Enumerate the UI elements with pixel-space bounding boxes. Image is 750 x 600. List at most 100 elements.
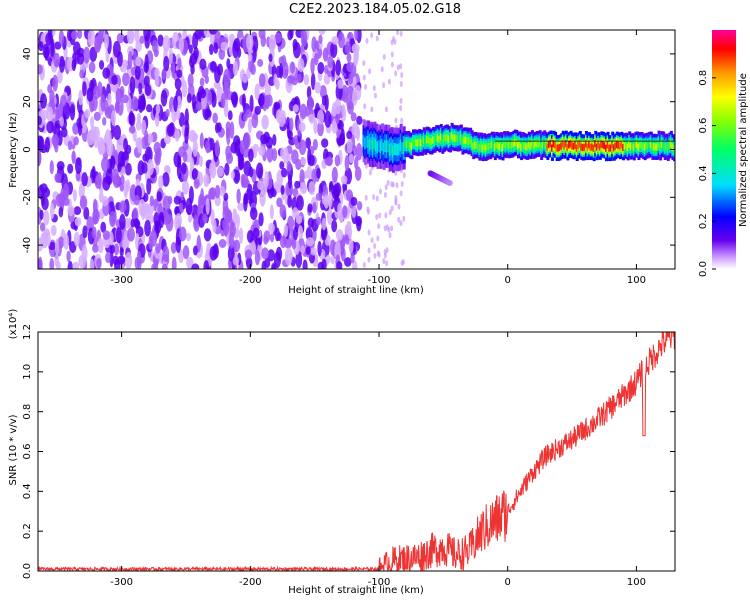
heatmap-cell xyxy=(375,195,379,202)
heatmap-cell xyxy=(279,235,287,249)
heatmap-cell xyxy=(501,143,505,152)
heatmap-cell xyxy=(415,139,419,147)
heatmap-cell xyxy=(331,107,337,118)
heatmap-cell xyxy=(214,140,220,157)
heatmap-cell xyxy=(496,141,500,149)
heatmap-cell xyxy=(659,143,663,152)
heatmap-cell xyxy=(214,184,221,199)
heatmap-cell xyxy=(384,140,388,153)
heatmap-cell xyxy=(254,83,260,100)
heatmap-cell xyxy=(344,41,352,54)
heatmap-cell xyxy=(101,156,110,172)
heatmap-cell xyxy=(162,35,171,53)
snr-y-tick-label: 1.0 xyxy=(22,364,33,380)
heatmap-cell xyxy=(52,74,59,92)
heatmap-cell xyxy=(447,135,451,143)
heatmap-cell xyxy=(73,136,79,146)
heatmap-cell xyxy=(77,30,83,39)
heatmap-cell xyxy=(367,256,371,263)
heatmap-cell xyxy=(331,219,338,233)
heatmap-cell xyxy=(351,122,359,139)
heatmap-cell xyxy=(540,143,544,151)
heatmap-cell xyxy=(307,203,313,213)
heatmap-cell xyxy=(376,235,380,242)
heatmap-cell xyxy=(50,202,55,220)
heatmap-cell xyxy=(224,162,230,176)
heatmap-cell xyxy=(348,238,354,254)
snr-series-line xyxy=(38,332,675,571)
heatmap-cell xyxy=(296,73,302,84)
heatmap-cell xyxy=(445,133,449,141)
heatmap-cell xyxy=(173,151,181,168)
heatmap-cell xyxy=(583,143,587,151)
heatmap-cell xyxy=(129,76,136,94)
heatmap-cell xyxy=(264,170,269,188)
heatmap-cell xyxy=(615,140,619,149)
heatmap-cell xyxy=(241,74,249,83)
heatmap-cell xyxy=(350,252,355,264)
heatmap-cell xyxy=(193,178,200,189)
heatmap-cell xyxy=(196,234,202,253)
heatmap-cell xyxy=(247,118,252,133)
heatmap-cell xyxy=(163,55,170,72)
spectrogram-x-tick-label: 0 xyxy=(505,275,511,286)
heatmap-cell xyxy=(385,260,389,267)
heatmap-cell xyxy=(408,141,412,149)
heatmap-cell xyxy=(287,129,293,141)
heatmap-cell xyxy=(331,166,338,183)
heatmap-cell xyxy=(310,72,316,91)
heatmap-cell xyxy=(84,108,91,119)
heatmap-cell xyxy=(335,229,344,241)
heatmap-cell xyxy=(168,48,173,65)
heatmap-cell xyxy=(216,122,222,133)
heatmap-cell xyxy=(79,195,88,210)
heatmap-cell xyxy=(287,174,293,189)
heatmap-cell xyxy=(470,139,474,147)
heatmap-cell xyxy=(655,143,659,151)
heatmap-cell xyxy=(625,141,629,150)
heatmap-cell xyxy=(252,143,259,153)
heatmap-cell xyxy=(390,51,394,58)
heatmap-cell xyxy=(114,101,120,114)
heatmap-cell xyxy=(111,168,120,186)
heatmap-cell xyxy=(243,132,251,149)
heatmap-cell xyxy=(391,145,395,158)
spectrogram-x-tick-label: 100 xyxy=(627,275,646,286)
heatmap-cell xyxy=(292,187,299,198)
heatmap-cell xyxy=(199,77,205,87)
heatmap-cell xyxy=(479,141,483,150)
heatmap-cell xyxy=(104,33,109,50)
snr-x-tick-label: -100 xyxy=(368,577,391,588)
heatmap-cell xyxy=(162,245,170,263)
heatmap-cell xyxy=(384,106,388,113)
heatmap-cell xyxy=(61,127,68,138)
heatmap-cell xyxy=(199,58,207,70)
heatmap-cell xyxy=(182,151,188,163)
heatmap-cell xyxy=(274,227,280,242)
heatmap-cell xyxy=(334,241,342,260)
heatmap-cell xyxy=(336,261,343,269)
heatmap-cell xyxy=(449,135,453,144)
heatmap-cell xyxy=(323,194,330,209)
heatmap-cell xyxy=(104,107,113,119)
heatmap-cell xyxy=(373,92,377,99)
heatmap-cell xyxy=(327,55,334,69)
heatmap-cell xyxy=(393,143,397,155)
heatmap-cell xyxy=(367,247,371,254)
heatmap-cell xyxy=(521,141,525,149)
heatmap-cell xyxy=(248,166,254,178)
heatmap-cell xyxy=(307,154,315,167)
heatmap-cell xyxy=(109,250,114,268)
heatmap-cell xyxy=(126,30,135,45)
heatmap-cell xyxy=(295,251,303,269)
heatmap-cell xyxy=(205,140,211,154)
heatmap-cell xyxy=(232,60,239,76)
heatmap-cell xyxy=(581,144,585,152)
heatmap-cell xyxy=(567,141,571,149)
heatmap-cell xyxy=(566,143,570,152)
heatmap-cell xyxy=(629,143,633,151)
heatmap-cell xyxy=(38,64,43,75)
heatmap-cell xyxy=(611,140,615,149)
heatmap-cell xyxy=(544,141,548,149)
